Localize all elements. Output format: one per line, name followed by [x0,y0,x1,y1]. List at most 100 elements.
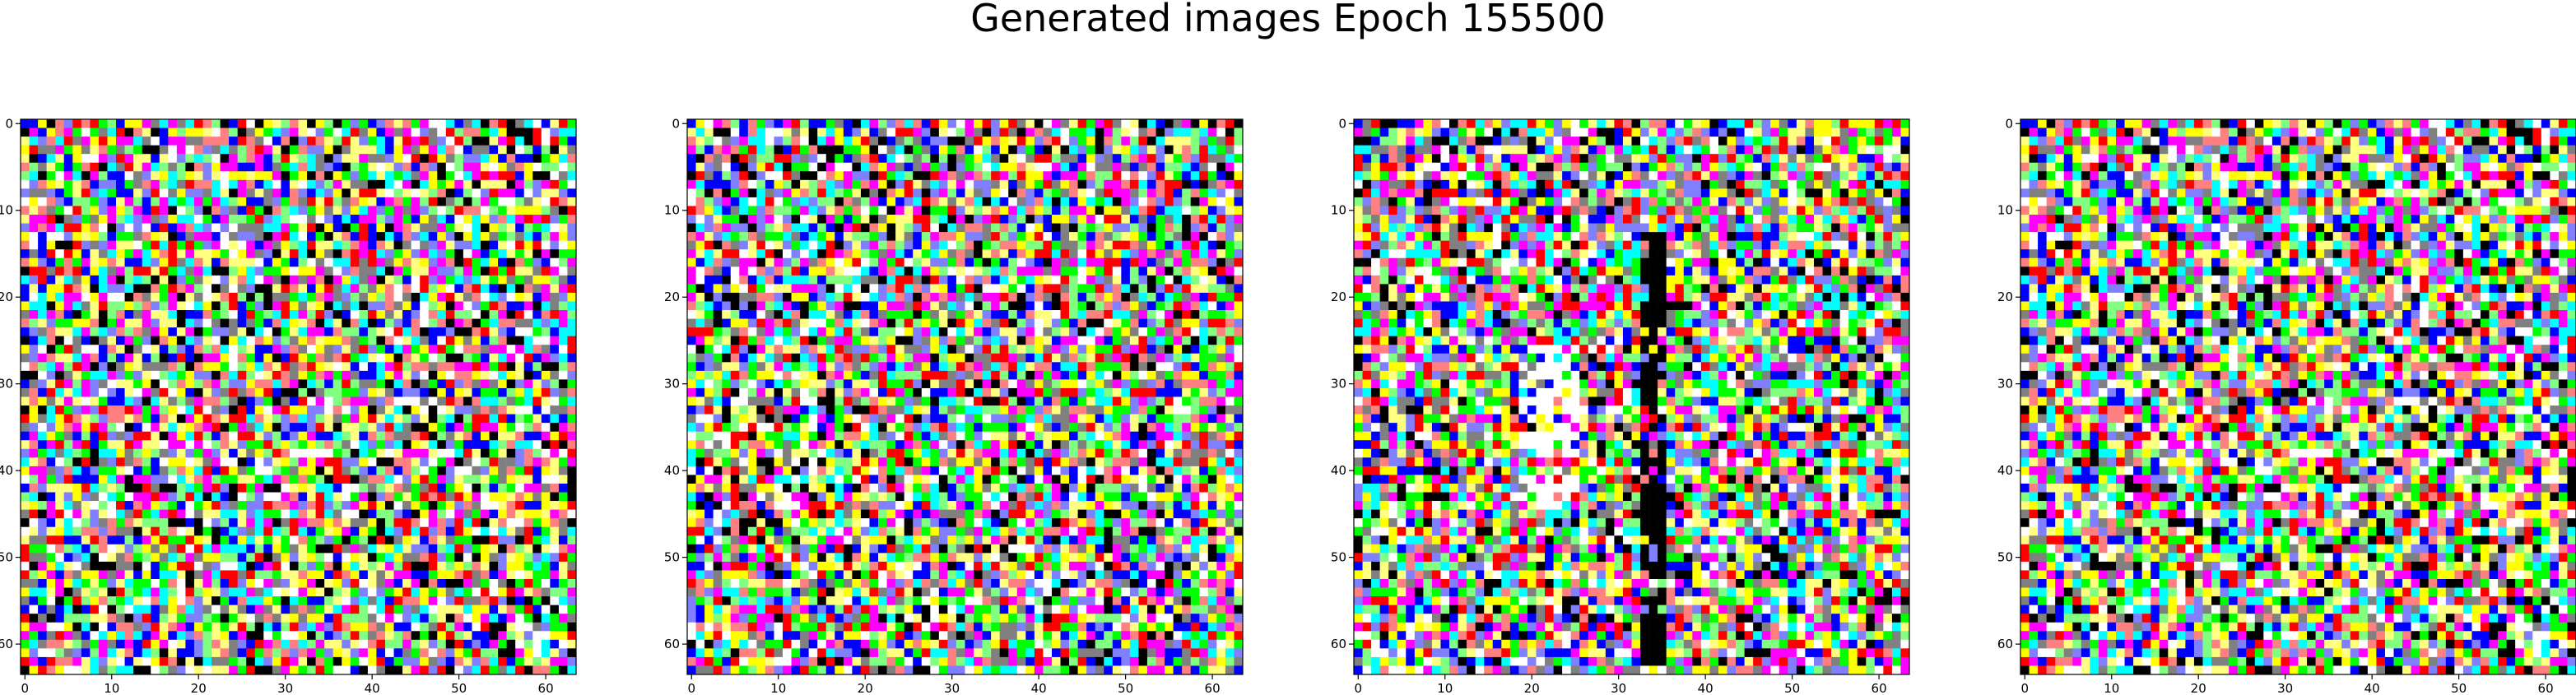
pixel-cell [38,318,47,328]
pixel-cell [72,223,82,233]
pixel-cell [350,162,360,172]
pixel-cell [272,232,281,241]
pixel-cell [29,119,39,128]
pixel-cell [72,648,82,658]
pixel-cell [445,475,455,484]
pixel-cell [212,154,221,164]
pixel-cell [116,345,125,354]
pixel-cell [342,656,351,666]
pixel-cell [29,353,39,363]
pixel-cell [913,127,923,137]
pixel-cell [124,492,134,502]
pixel-cell [81,526,91,536]
pixel-cell [472,414,481,424]
pixel-cell [428,275,438,285]
pixel-cell [747,206,757,215]
pixel-cell [506,240,516,250]
pixel-cell [342,605,351,614]
pixel-cell [55,215,65,224]
pixel-cell [281,206,291,215]
pixel-cell [350,501,360,510]
pixel-cell [472,518,481,528]
pixel-cell [1104,223,1114,233]
pixel-cell [315,492,325,502]
pixel-cell [913,145,923,155]
pixel-cell [298,179,308,189]
pixel-cell [886,188,896,198]
pixel-cell [38,501,47,510]
pixel-cell [289,284,299,294]
pixel-cell [281,483,291,493]
pixel-cell [498,154,507,164]
pixel-cell [886,179,896,189]
pixel-cell [220,154,230,164]
pixel-cell [393,544,403,554]
pixel-cell [541,614,551,623]
pixel-cell [220,301,230,311]
pixel-cell [532,492,542,502]
pixel-cell [402,127,412,137]
pixel-cell [29,301,39,311]
pixel-cell [342,614,351,623]
pixel-cell [567,284,577,294]
pixel-cell [1207,145,1217,155]
pixel-cell [63,137,73,146]
pixel-cell [159,466,169,475]
pixel-cell [454,240,464,250]
pixel-cell [774,171,783,181]
pixel-cell [193,440,203,450]
pixel-cell [229,318,238,328]
pixel-cell [307,197,316,206]
pixel-cell [463,171,472,181]
pixel-cell [220,327,230,336]
pixel-cell [46,414,56,424]
pixel-cell [878,145,887,155]
pixel-cell [567,240,577,250]
pixel-cell [342,518,351,528]
pixel-cell [133,154,142,164]
pixel-cell [472,631,481,641]
pixel-cell [168,596,178,605]
pixel-cell [254,518,264,528]
pixel-cell [142,310,151,319]
pixel-cell [1216,154,1226,164]
pixel-cell [298,284,308,294]
pixel-cell [29,448,39,458]
pixel-cell [324,440,333,450]
pixel-cell [324,292,333,302]
pixel-cell [1008,171,1018,181]
pixel-cell [541,370,551,380]
pixel-cell [307,362,316,372]
pixel-cell [428,501,438,510]
pixel-cell [895,223,904,233]
pixel-cell [376,301,386,311]
pixel-cell [159,370,169,380]
pixel-cell [90,162,100,172]
pixel-cell [81,162,91,172]
pixel-cell [532,405,542,415]
pixel-cell [151,622,160,632]
pixel-cell [246,310,256,319]
pixel-cell [567,423,577,432]
pixel-cell [489,570,499,580]
pixel-cell [463,440,472,450]
pixel-cell [558,127,568,137]
pixel-cell [237,466,247,475]
pixel-cell [808,215,818,224]
pixel-cell [63,318,73,328]
pixel-cell [281,475,291,484]
pixel-cell [142,240,151,250]
pixel-cell [272,223,281,233]
pixel-cell [193,553,203,563]
pixel-cell [185,656,195,666]
pixel-cell [159,561,169,571]
pixel-cell [420,336,430,345]
pixel-cell [38,544,47,554]
pixel-cell [315,423,325,432]
pixel-cell [246,423,256,432]
pixel-cell [393,137,403,146]
pixel-cell [774,215,783,224]
pixel-cell [98,631,108,641]
pixel-cell [46,466,56,475]
pixel-cell [558,257,568,267]
